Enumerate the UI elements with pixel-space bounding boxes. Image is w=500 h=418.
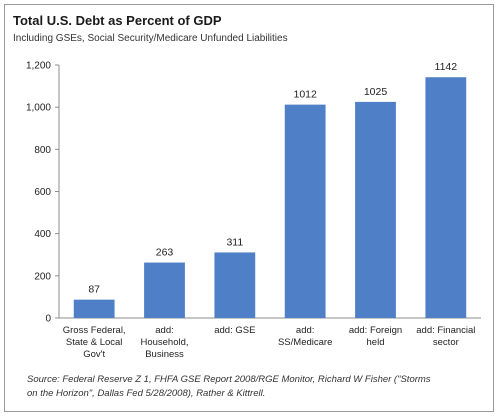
chart: Total U.S. Debt as Percent of GDP Includ… [13,13,481,399]
chart-frame: Total U.S. Debt as Percent of GDP Includ… [4,4,494,412]
chart-title: Total U.S. Debt as Percent of GDP [13,13,222,28]
y-tick-label: 200 [34,271,51,282]
y-tick-label: 600 [34,187,51,198]
bar-data-label: 87 [88,284,100,296]
y-tick-label: 1,200 [26,61,51,72]
bar [355,101,396,318]
bar [73,299,115,318]
y-tick-label: 1,000 [26,103,51,114]
x-category-label: add: [155,325,174,336]
x-axis-labels: Gross Federal,State & LocalGov'tadd:Hous… [63,325,476,360]
x-category-label: Gross Federal, [63,325,126,336]
x-category-label: State & Local [66,337,123,348]
x-category-label: sector [433,337,459,348]
x-category-label: Gov't [83,349,105,360]
bar [284,104,326,319]
x-category-label: add: GSE [214,325,255,336]
x-category-label: add: Foreign [349,325,402,336]
x-category-label: held [367,337,385,348]
x-category-label: add: [296,325,315,336]
y-tick-label: 400 [34,229,51,240]
source-line-2: on the Horizon", Dallas Fed 5/28/2008), … [27,388,265,399]
x-category-label: Household, [140,337,188,348]
y-tick-label: 0 [45,314,51,325]
source-line-1: Source: Federal Reserve Z 1, FHFA GSE Re… [27,374,431,385]
y-tick-label: 800 [34,145,51,156]
bar [214,252,256,318]
x-category-label: add: Financial [416,325,475,336]
bar-data-label: 263 [156,247,174,259]
x-category-label: Business [145,349,184,360]
bar-data-label: 1012 [293,89,317,101]
y-axis: 0 200 400 600 800 1,000 1,200 [26,61,481,325]
bar [144,262,185,318]
chart-subtitle: Including GSEs, Social Security/Medicare… [13,33,288,44]
bar-data-label: 1025 [364,86,388,98]
x-category-label: SS/Medicare [278,337,332,348]
bar-data-label: 311 [226,236,243,248]
bars: 87 263 311 1012 1025 1142 [73,61,467,319]
bar [425,77,467,318]
bar-data-label: 1142 [435,61,458,73]
